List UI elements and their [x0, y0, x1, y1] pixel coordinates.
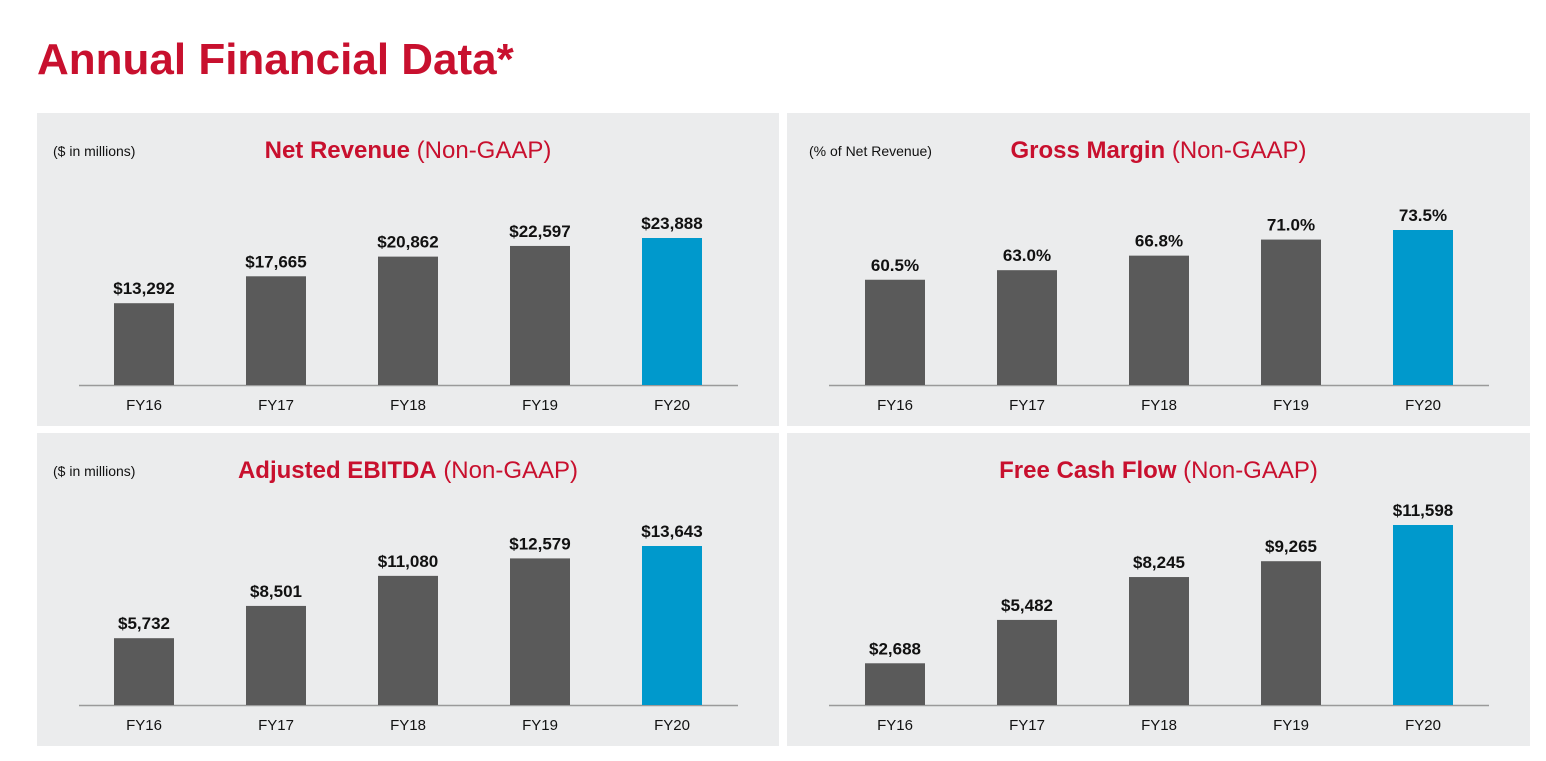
bar-fy20 — [1393, 525, 1453, 705]
data-label: $13,643 — [641, 522, 702, 541]
bar-fy17 — [997, 619, 1057, 705]
data-label: $11,598 — [1393, 501, 1454, 520]
bar-fy16 — [865, 663, 925, 705]
data-label: $12,579 — [509, 534, 570, 553]
data-label: $13,292 — [113, 279, 174, 298]
bar-fy16 — [114, 303, 174, 385]
data-label: $2,688 — [869, 639, 921, 658]
chart-title-subtitle: (Non-GAAP) — [443, 457, 579, 484]
data-label: $8,501 — [250, 582, 302, 601]
data-label: 66.8% — [1135, 232, 1183, 251]
x-tick-label: FY19 — [1273, 397, 1309, 414]
unit-note: ($ in millions) — [53, 143, 136, 159]
data-label: $17,665 — [245, 252, 306, 271]
bar-fy17 — [246, 276, 306, 385]
net-revenue-chart-panel: ($ in millions) Net Revenue (Non-GAAP) $… — [37, 113, 779, 426]
bar-fy20 — [642, 546, 702, 705]
data-label: 73.5% — [1399, 206, 1447, 225]
x-tick-label: FY20 — [654, 717, 690, 734]
chart-title-subtitle: (Non-GAAP) — [1183, 457, 1318, 484]
bar-fy18 — [1129, 255, 1189, 385]
data-label: $20,862 — [377, 233, 438, 252]
data-label: 71.0% — [1267, 216, 1315, 235]
x-tick-label: FY16 — [877, 397, 913, 414]
data-label: $11,080 — [378, 552, 439, 571]
data-label: $23,888 — [641, 214, 702, 233]
bar-fy20 — [642, 238, 702, 385]
bar-fy17 — [997, 270, 1057, 385]
chart-title: Adjusted EBITDA (Non-GAAP) — [37, 457, 779, 485]
x-tick-label: FY17 — [258, 397, 294, 414]
x-tick-label: FY19 — [1273, 717, 1309, 734]
data-label: $5,482 — [1001, 596, 1053, 615]
chart-title-subtitle: (Non-GAAP) — [1171, 137, 1307, 164]
bar-fy16 — [114, 638, 174, 705]
unit-note: ($ in millions) — [53, 463, 136, 479]
data-label: 60.5% — [871, 256, 919, 275]
chart-title-main: Free Cash Flow — [999, 457, 1177, 484]
data-label: $5,732 — [118, 614, 170, 633]
chart-title: Free Cash Flow (Non-GAAP) — [787, 457, 1530, 485]
x-tick-label: FY18 — [1141, 397, 1177, 414]
adjusted-ebitda-chart-panel: ($ in millions) Adjusted EBITDA (Non-GAA… — [37, 433, 779, 746]
x-tick-label: FY20 — [654, 397, 690, 414]
x-tick-label: FY18 — [1141, 717, 1177, 734]
data-label: $22,597 — [509, 222, 570, 241]
data-label: $8,245 — [1133, 553, 1185, 572]
x-tick-label: FY17 — [1009, 397, 1045, 414]
x-tick-label: FY16 — [877, 717, 913, 734]
chart-title-main: Adjusted EBITDA — [237, 457, 437, 484]
x-tick-label: FY16 — [126, 717, 162, 734]
bar-fy16 — [865, 279, 925, 385]
x-tick-label: FY20 — [1405, 717, 1441, 734]
free-cash-flow-chart-panel: Free Cash Flow (Non-GAAP) $2,688 FY16 $5,4… — [787, 433, 1530, 746]
gross-margin-chart-panel: (% of Net Revenue) Gross Margin (Non-GAA… — [787, 113, 1530, 426]
bar-fy17 — [246, 605, 306, 705]
x-tick-label: FY20 — [1405, 397, 1441, 414]
bar-fy19 — [1261, 239, 1321, 385]
free-cash-flow-bar-chart: $2,688 FY16 $5,482 FY17 $8,245 FY18 $9,265 FY19… — [829, 501, 1489, 734]
page-title: Annual Financial Data* — [37, 35, 514, 84]
footnote — [37, 752, 1527, 758]
chart-title: Net Revenue (Non-GAAP) — [37, 137, 779, 165]
x-tick-label: FY16 — [126, 397, 162, 414]
x-tick-label: FY18 — [390, 717, 426, 734]
gross-margin-bar-chart: 60.5% FY16 63.0% FY17 66.8% FY18 71.0% FY19 73.5… — [829, 206, 1489, 414]
bar-fy18 — [378, 256, 438, 385]
net-revenue-bar-chart: $13,292 FY16 $17,665 FY17 $20,862 FY18 $22,597… — [79, 214, 738, 414]
bar-fy19 — [510, 245, 570, 385]
data-label: $9,265 — [1265, 537, 1317, 556]
x-tick-label: FY19 — [522, 717, 558, 734]
chart-title-subtitle: (Non-GAAP) — [416, 137, 552, 164]
chart-title: Gross Margin (Non-GAAP) — [787, 137, 1530, 165]
x-tick-label: FY17 — [1009, 717, 1045, 734]
bar-fy18 — [1129, 577, 1189, 705]
bar-fy19 — [510, 558, 570, 705]
x-tick-label: FY17 — [258, 717, 294, 734]
bar-fy18 — [378, 575, 438, 705]
unit-note: (% of Net Revenue) — [809, 143, 932, 159]
adjusted-ebitda-bar-chart: $5,732 FY16 $8,501 FY17 $11,080 FY18 $12,579 FY… — [79, 522, 738, 734]
bar-fy20 — [1393, 230, 1453, 385]
chart-title-main: Gross Margin — [1010, 137, 1166, 164]
x-tick-label: FY19 — [522, 397, 558, 414]
x-tick-label: FY18 — [390, 397, 426, 414]
data-label: 63.0% — [1003, 246, 1051, 265]
bar-fy19 — [1261, 561, 1321, 705]
chart-title-main: Net Revenue — [264, 137, 410, 164]
